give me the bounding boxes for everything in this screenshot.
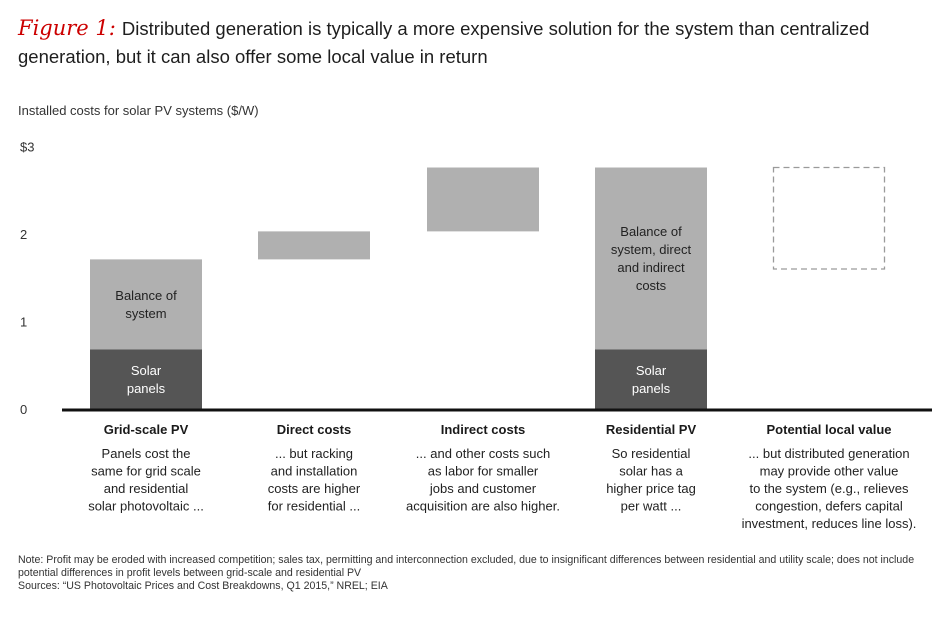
category-description: jobs and customer bbox=[429, 481, 537, 496]
category-label: Potential local value bbox=[767, 422, 892, 437]
y-tick-label: 1 bbox=[20, 315, 27, 330]
bar-segment-label: Solar bbox=[636, 363, 667, 378]
bar-segment-label: Solar bbox=[131, 363, 162, 378]
category-description: Panels cost the bbox=[102, 446, 191, 461]
category-label: Grid-scale PV bbox=[104, 422, 189, 437]
bar-segment bbox=[90, 259, 202, 350]
y-tick-label: 0 bbox=[20, 402, 27, 417]
bar-segment-label: Balance of bbox=[620, 224, 682, 239]
category-description: to the system (e.g., relieves bbox=[750, 481, 909, 496]
category-description: ... but distributed generation bbox=[748, 446, 909, 461]
bar-segment-label: and indirect bbox=[617, 260, 685, 275]
bar-segment-label: costs bbox=[636, 278, 667, 293]
category-description: solar photovoltaic ... bbox=[88, 499, 204, 514]
category-label: Direct costs bbox=[277, 422, 351, 437]
waterfall-chart: 0 1 2 $3 Solar panels Balance of system Grid-sca… bbox=[20, 140, 932, 531]
category-description: ... but racking bbox=[275, 446, 353, 461]
bar-segment-label: system bbox=[125, 306, 166, 321]
category-description: acquisition are also higher. bbox=[406, 499, 560, 514]
category-description: for residential ... bbox=[268, 499, 361, 514]
sources-note: Sources: “US Photovoltaic Prices and Cos… bbox=[18, 580, 388, 592]
category-description: may provide other value bbox=[760, 464, 899, 479]
category-description: and installation bbox=[271, 464, 358, 479]
footnote: Note: Profit may be eroded with increase… bbox=[18, 554, 915, 579]
bar-segment-label: panels bbox=[127, 381, 166, 396]
category-label: Indirect costs bbox=[441, 422, 526, 437]
category-label: Residential PV bbox=[606, 422, 697, 437]
figure-title-text: Distributed generation is typically a mo… bbox=[18, 18, 870, 67]
bar-segment-label: system, direct bbox=[611, 242, 692, 257]
bar-segment bbox=[427, 167, 539, 232]
bar-segment-dashed bbox=[772, 166, 886, 270]
bar-segment-label: panels bbox=[632, 381, 671, 396]
bar-segment bbox=[595, 349, 707, 409]
category-description: costs are higher bbox=[268, 481, 361, 496]
category-description: per watt ... bbox=[621, 499, 682, 514]
category-description: as labor for smaller bbox=[428, 464, 539, 479]
category-description: investment, reduces line loss). bbox=[742, 516, 917, 531]
category-description: ... and other costs such bbox=[416, 446, 550, 461]
bar-segment bbox=[90, 349, 202, 409]
figure-label: Figure 1: bbox=[18, 16, 116, 40]
category-description: same for grid scale bbox=[91, 464, 201, 479]
y-tick-label: $3 bbox=[20, 140, 34, 155]
bar-segment bbox=[595, 167, 707, 350]
y-tick-label: 2 bbox=[20, 227, 27, 242]
y-axis-label: Installed costs for solar PV systems ($/… bbox=[18, 103, 259, 118]
category-description: So residential bbox=[612, 446, 691, 461]
figure-title: Figure 1: Distributed generation is typic… bbox=[18, 14, 938, 71]
bar-segment-label: Balance of bbox=[115, 288, 177, 303]
category-description: solar has a bbox=[619, 464, 683, 479]
category-description: and residential bbox=[104, 481, 189, 496]
category-description: higher price tag bbox=[606, 481, 696, 496]
bar-segment bbox=[258, 231, 370, 260]
category-description: congestion, defers capital bbox=[755, 499, 903, 514]
